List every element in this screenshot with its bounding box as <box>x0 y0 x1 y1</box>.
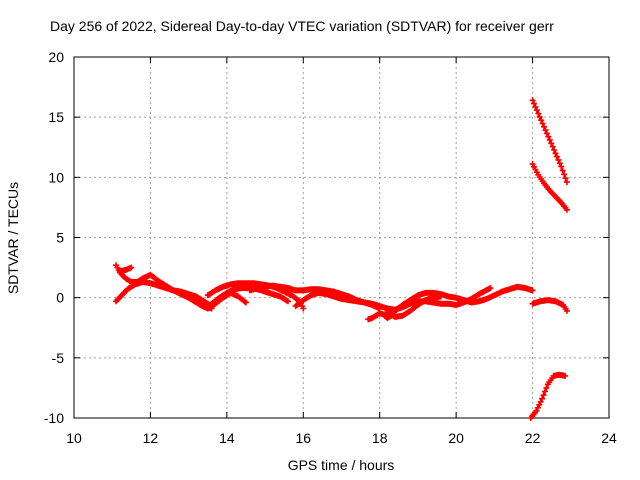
y-tick-label: 10 <box>48 169 64 185</box>
gridlines <box>74 57 609 418</box>
x-tick-label: 14 <box>219 430 235 446</box>
y-axis-label: SDTVAR / TECUs <box>5 182 21 294</box>
y-tick-label: 5 <box>56 230 64 246</box>
series-markers <box>197 289 249 312</box>
series-arc-10 <box>384 293 444 320</box>
x-tick-labels: 10 12 14 16 18 20 22 24 <box>66 430 617 446</box>
series-markers <box>527 371 569 421</box>
y-tick-label: -5 <box>52 350 65 366</box>
x-tick-label: 24 <box>601 430 617 446</box>
y-tick-label: 0 <box>56 290 64 306</box>
chart-title: Day 256 of 2022, Sidereal Day-to-day VTE… <box>50 18 554 34</box>
x-axis-label: GPS time / hours <box>288 457 395 473</box>
series-arc-12 <box>529 97 570 186</box>
series-markers <box>529 97 570 186</box>
series-markers <box>384 293 444 320</box>
x-tick-label: 22 <box>525 430 541 446</box>
series-arc-14 <box>527 371 569 421</box>
y-tick-labels: -10 -5 0 5 10 15 20 <box>44 49 64 426</box>
x-tick-label: 16 <box>295 430 311 446</box>
series-arc-11 <box>529 297 570 314</box>
series-arc-2 <box>113 279 215 310</box>
series-arc-3 <box>116 264 135 275</box>
series-markers <box>529 161 570 213</box>
axis-ticks <box>73 56 610 419</box>
x-tick-label: 20 <box>448 430 464 446</box>
x-tick-label: 12 <box>143 430 159 446</box>
x-tick-label: 18 <box>372 430 388 446</box>
y-tick-label: -10 <box>44 410 64 426</box>
data-points <box>113 97 570 421</box>
y-tick-label: 20 <box>48 49 64 65</box>
series-markers <box>116 264 135 275</box>
series-arc-13 <box>529 161 570 213</box>
y-tick-label: 15 <box>48 109 64 125</box>
series-markers <box>529 297 570 314</box>
series-markers <box>113 279 215 310</box>
x-tick-label: 10 <box>66 430 82 446</box>
series-arc-6 <box>197 289 249 312</box>
